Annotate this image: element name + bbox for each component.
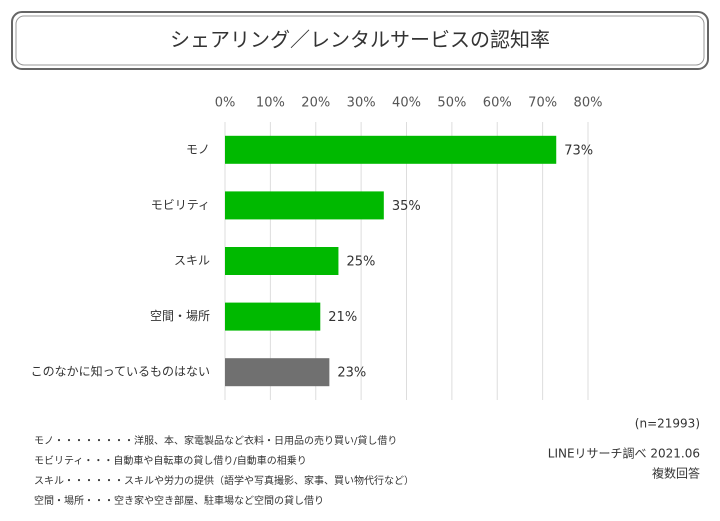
source: LINEリサーチ調べ 2021.06 <box>548 447 700 461</box>
x-tick-label: 60% <box>483 96 512 111</box>
footnote: モビリティ・・・自動車や自転車の貸し借り/自動車の相乗り <box>34 454 307 467</box>
chart-title: シェアリング／レンタルサービスの認知率 <box>170 28 550 52</box>
bar <box>225 247 339 275</box>
value-label: 21% <box>328 310 357 325</box>
title-frame <box>11 11 709 70</box>
footnote: モノ・・・・・・・・洋服、本、家電製品など衣料・日用品の売り買い/貸し借り <box>34 434 397 447</box>
x-tick-label: 0% <box>215 96 236 111</box>
bar <box>225 302 321 331</box>
footnote: スキル・・・・・・スキルや労力の提供（語学や写真撮影、家事、買い物代行など） <box>34 474 414 487</box>
bar <box>225 135 557 164</box>
x-tick-label: 10% <box>256 96 285 111</box>
answer-note: 複数回答 <box>652 466 700 481</box>
y-tick-label: モノ <box>186 142 210 156</box>
x-tick-label: 20% <box>301 96 330 111</box>
x-tick-label: 30% <box>347 96 376 111</box>
value-label: 25% <box>346 255 375 270</box>
value-label: 23% <box>337 366 366 381</box>
sample-size: (n=21993) <box>635 417 700 431</box>
footnote: 空間・場所・・・空き家や空き部屋、駐車場など空間の貸し借り <box>34 494 324 507</box>
y-tick-label: モビリティ <box>151 198 210 212</box>
x-tick-label: 80% <box>574 96 603 111</box>
x-tick-label: 40% <box>392 96 421 111</box>
value-label: 73% <box>564 143 593 158</box>
y-tick-label: スキル <box>174 254 210 268</box>
y-tick-label: このなかに知っているものはない <box>31 365 210 379</box>
x-tick-label: 70% <box>528 96 557 111</box>
bar <box>225 358 330 387</box>
title-frame-inner <box>15 15 705 66</box>
value-label: 35% <box>392 199 421 214</box>
y-tick-label: 空間・場所 <box>150 309 210 323</box>
x-tick-label: 50% <box>437 96 466 111</box>
bar <box>225 191 384 220</box>
